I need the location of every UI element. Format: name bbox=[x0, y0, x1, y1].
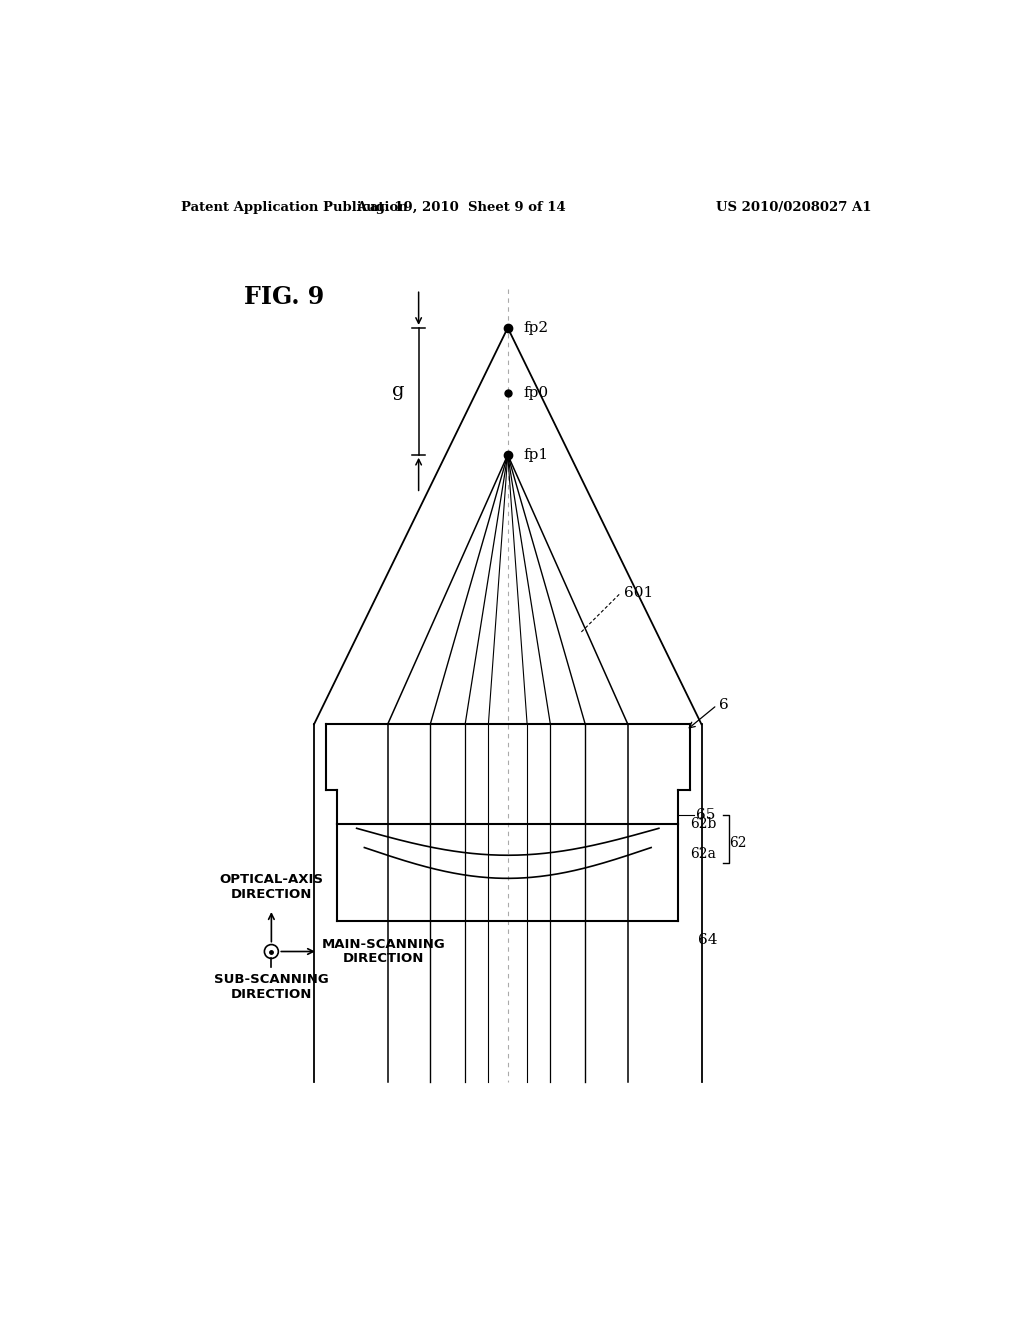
Text: 65: 65 bbox=[696, 808, 716, 822]
Text: fp2: fp2 bbox=[523, 321, 549, 335]
Text: g: g bbox=[392, 383, 404, 400]
Text: Aug. 19, 2010  Sheet 9 of 14: Aug. 19, 2010 Sheet 9 of 14 bbox=[356, 201, 566, 214]
Text: 6: 6 bbox=[719, 698, 729, 711]
Text: 64: 64 bbox=[697, 933, 717, 946]
Text: fp0: fp0 bbox=[523, 387, 549, 400]
Text: SUB-SCANNING
DIRECTION: SUB-SCANNING DIRECTION bbox=[214, 973, 329, 1001]
Text: 62a: 62a bbox=[690, 846, 716, 861]
Text: OPTICAL-AXIS
DIRECTION: OPTICAL-AXIS DIRECTION bbox=[219, 874, 324, 902]
Text: 601: 601 bbox=[624, 586, 653, 601]
Text: fp1: fp1 bbox=[523, 447, 549, 462]
Text: 62: 62 bbox=[729, 836, 746, 850]
Text: Patent Application Publication: Patent Application Publication bbox=[180, 201, 408, 214]
Text: US 2010/0208027 A1: US 2010/0208027 A1 bbox=[717, 201, 872, 214]
Text: MAIN-SCANNING
DIRECTION: MAIN-SCANNING DIRECTION bbox=[322, 937, 445, 965]
Text: FIG. 9: FIG. 9 bbox=[245, 285, 325, 309]
Text: 62b: 62b bbox=[690, 817, 716, 832]
